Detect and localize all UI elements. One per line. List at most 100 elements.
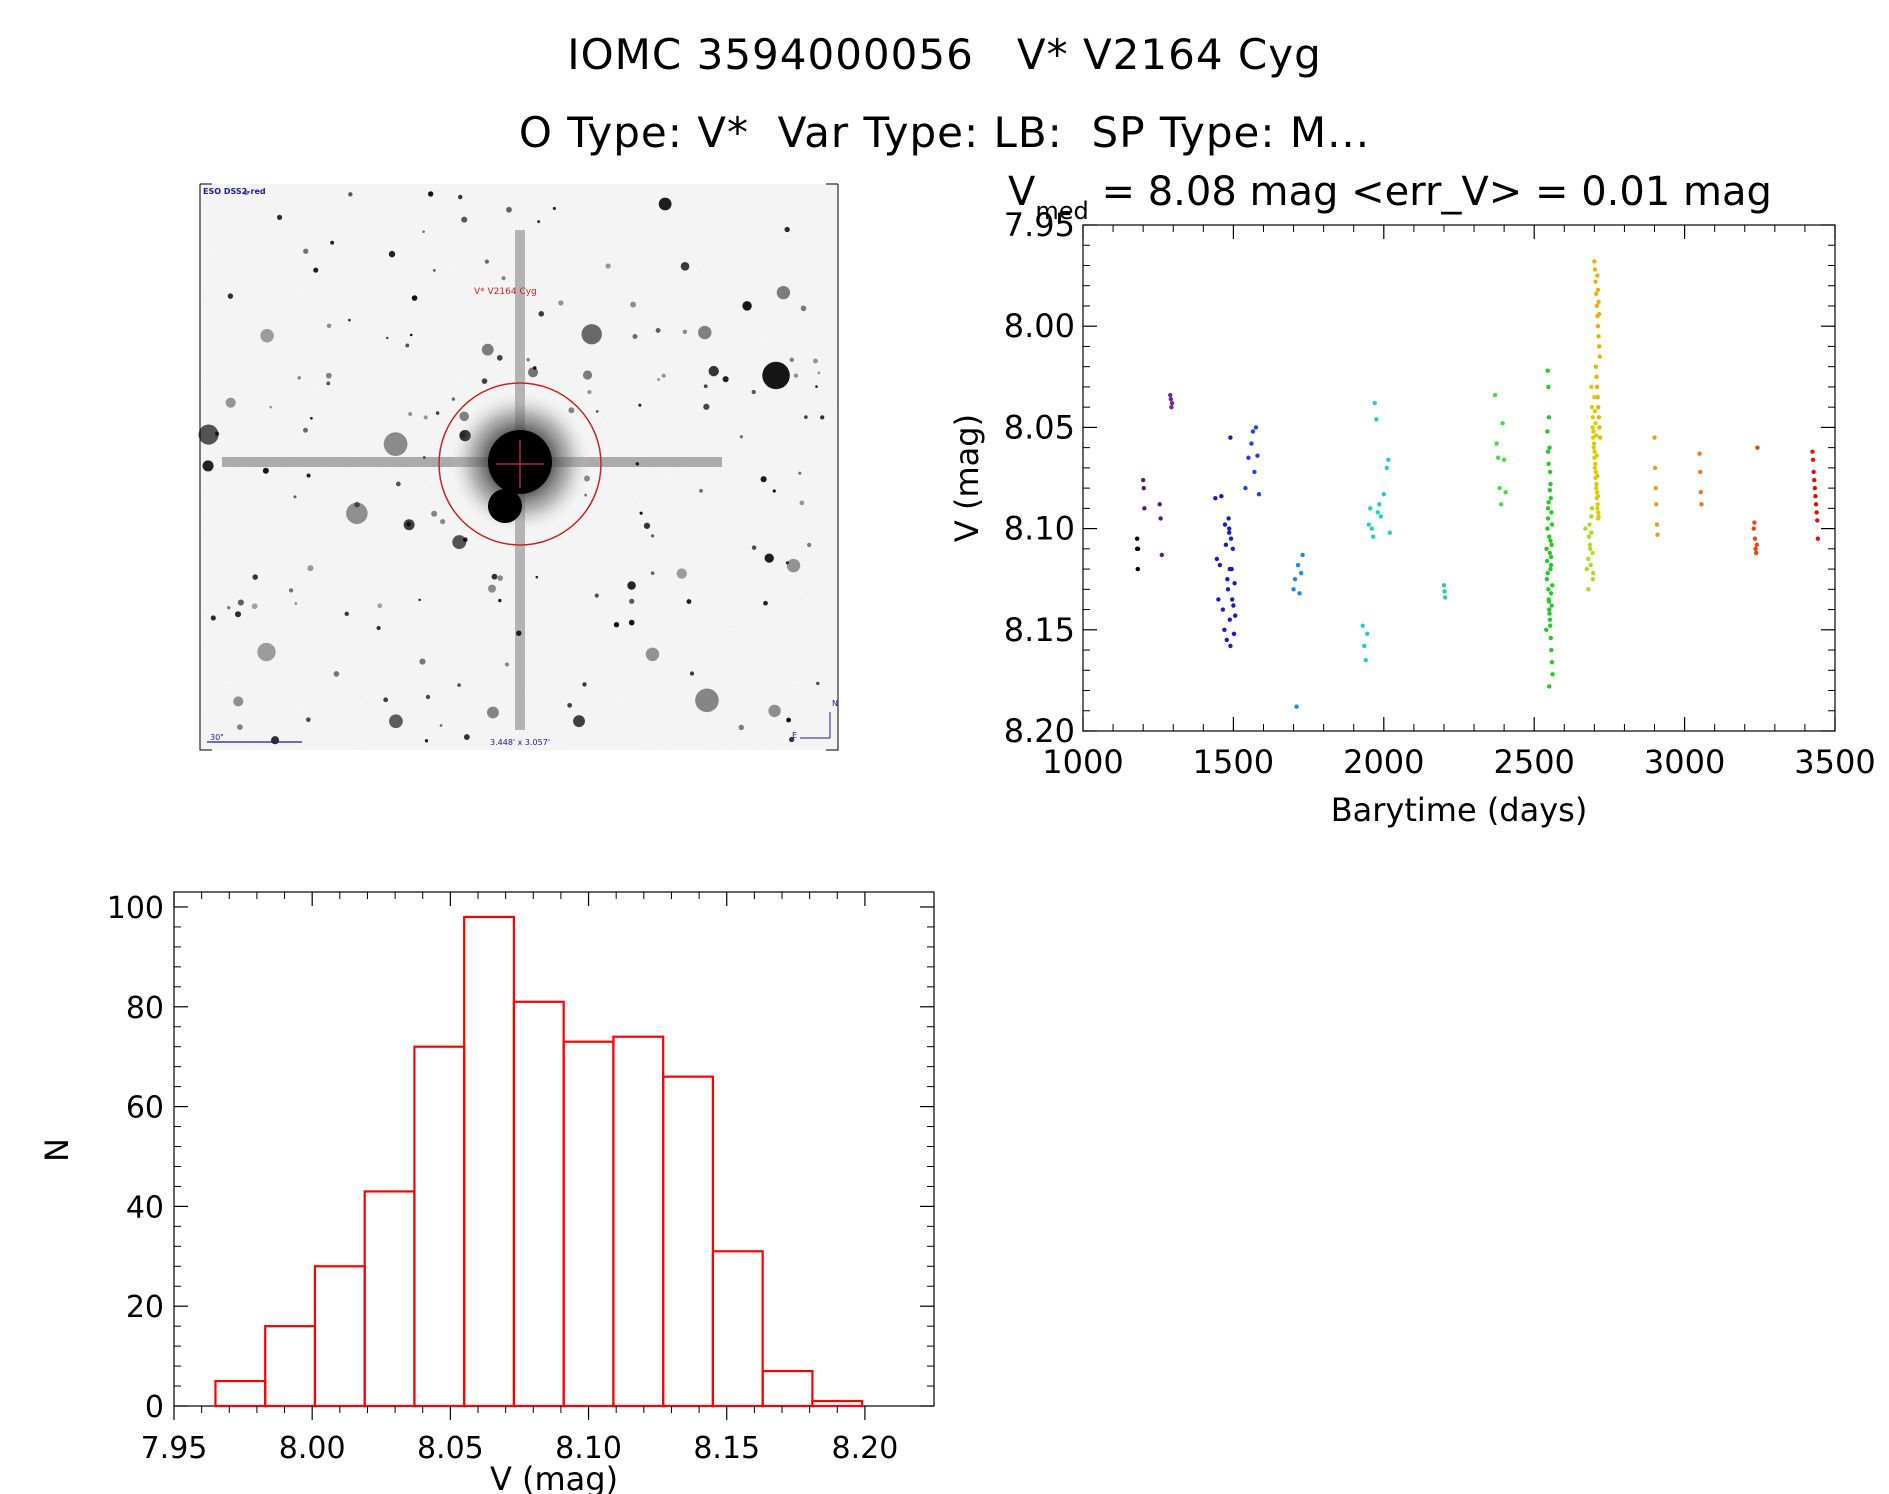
lc-data-point <box>1586 534 1592 539</box>
compass-east-label: E <box>792 731 797 740</box>
field-star <box>262 467 269 474</box>
lc-y-tick-label: 8.00 <box>1004 307 1075 345</box>
field-star <box>552 206 556 211</box>
lc-data-point <box>1297 591 1302 596</box>
hist-x-tick-label: 7.95 <box>141 1431 208 1466</box>
lc-data-point <box>1494 441 1499 446</box>
lc-data-point <box>1372 400 1377 406</box>
field-star <box>383 697 389 703</box>
field-star <box>558 300 564 306</box>
field-star <box>658 197 672 211</box>
lc-data-point <box>1813 494 1818 499</box>
lc-data-point <box>1596 404 1601 410</box>
lc-data-point <box>1216 597 1221 602</box>
lc-title: Vmed = 8.08 mag <err_V> = 0.01 mag <box>1008 169 1772 225</box>
hist-bar <box>214 1379 267 1408</box>
field-star <box>661 373 666 378</box>
lc-data-point <box>1590 425 1595 430</box>
field-star <box>595 410 599 413</box>
field-star <box>582 370 593 380</box>
lc-data-point <box>1548 554 1554 560</box>
field-star <box>376 625 381 631</box>
field-star <box>487 584 497 593</box>
lc-data-point <box>1545 429 1550 434</box>
histogram-chart: 7.95 8.00 8.05 8.10 8.15 8.20 0 20 40 60 80 100 V … <box>38 891 935 1494</box>
lc-data-point <box>1371 534 1376 539</box>
lc-data-point <box>1545 526 1550 531</box>
field-star <box>307 565 314 572</box>
field-star <box>584 493 588 497</box>
field-star <box>344 611 349 617</box>
lc-x-tick-label: 1000 <box>1042 743 1123 781</box>
lc-data-point <box>1594 489 1600 495</box>
lc-data-point <box>1544 558 1550 564</box>
lc-data-point <box>1142 506 1147 511</box>
lc-data-point <box>1547 617 1553 622</box>
field-star <box>573 715 585 728</box>
hist-bar <box>562 1040 615 1408</box>
lc-data-point <box>1233 613 1238 618</box>
field-star <box>629 598 635 604</box>
lc-data-point <box>1219 494 1224 499</box>
lc-data-point <box>1135 546 1141 552</box>
field-star <box>346 502 368 525</box>
field-star <box>225 397 236 408</box>
field-star <box>504 662 510 667</box>
field-star <box>293 495 297 499</box>
field-star <box>354 501 360 508</box>
lc-data-point <box>1814 510 1819 515</box>
field-star <box>739 435 743 439</box>
field-star <box>257 642 276 662</box>
field-star <box>650 571 655 575</box>
lc-data-point <box>1596 311 1602 317</box>
lc-data-point <box>1250 429 1256 434</box>
lc-data-point <box>1548 591 1554 596</box>
lc-data-point <box>1699 502 1704 507</box>
lc-data-point <box>1549 522 1555 527</box>
lc-x-tick-label: 1500 <box>1193 743 1274 781</box>
lc-title-rest: = 8.08 mag <err_V> = 0.01 mag <box>1089 169 1772 215</box>
field-star <box>703 403 710 410</box>
lc-data-point <box>1587 522 1592 527</box>
lc-data-point <box>1595 494 1601 499</box>
lc-data-point <box>1755 445 1760 450</box>
field-star <box>751 545 757 550</box>
companion-star <box>488 489 522 523</box>
lc-data-point <box>1256 491 1262 497</box>
lc-data-point <box>1591 441 1597 446</box>
lc-data-point <box>1387 530 1393 535</box>
field-star <box>506 206 512 213</box>
survey-label: ESO DSS2-red <box>203 187 266 196</box>
field-star <box>461 216 468 223</box>
field-star <box>800 305 807 312</box>
field-star <box>198 424 219 445</box>
field-star <box>630 301 637 308</box>
light-curve-chart: Vmed = 8.08 mag <err_V> = 0.01 mag 1000 1… <box>948 169 1876 829</box>
lc-data-point <box>1366 522 1371 527</box>
field-star <box>528 367 539 378</box>
lc-data-point <box>1231 631 1237 637</box>
page-subtitle: O Type: V* Var Type: LB: SP Type: M... <box>518 108 1371 157</box>
field-star <box>676 568 687 579</box>
lc-x-tick-label: 3000 <box>1644 743 1725 781</box>
lc-data-point <box>1222 522 1228 527</box>
hist-bar <box>463 915 516 1408</box>
field-star <box>452 535 467 550</box>
lc-data-point <box>1587 542 1593 547</box>
lc-data-point <box>1594 453 1599 458</box>
lc-data-point <box>1549 603 1554 608</box>
field-star <box>395 481 401 487</box>
lc-data-point <box>1592 267 1598 272</box>
lc-data-point <box>1547 445 1552 450</box>
lc-data-point <box>1592 409 1598 414</box>
field-star <box>516 630 522 636</box>
lc-data-point <box>1815 536 1821 541</box>
field-star <box>297 376 301 380</box>
lc-data-point <box>1594 384 1600 390</box>
field-star <box>309 416 313 420</box>
field-star <box>650 534 655 538</box>
lc-data-point <box>1300 552 1305 558</box>
lc-data-point <box>1363 657 1368 663</box>
field-star <box>804 415 808 419</box>
